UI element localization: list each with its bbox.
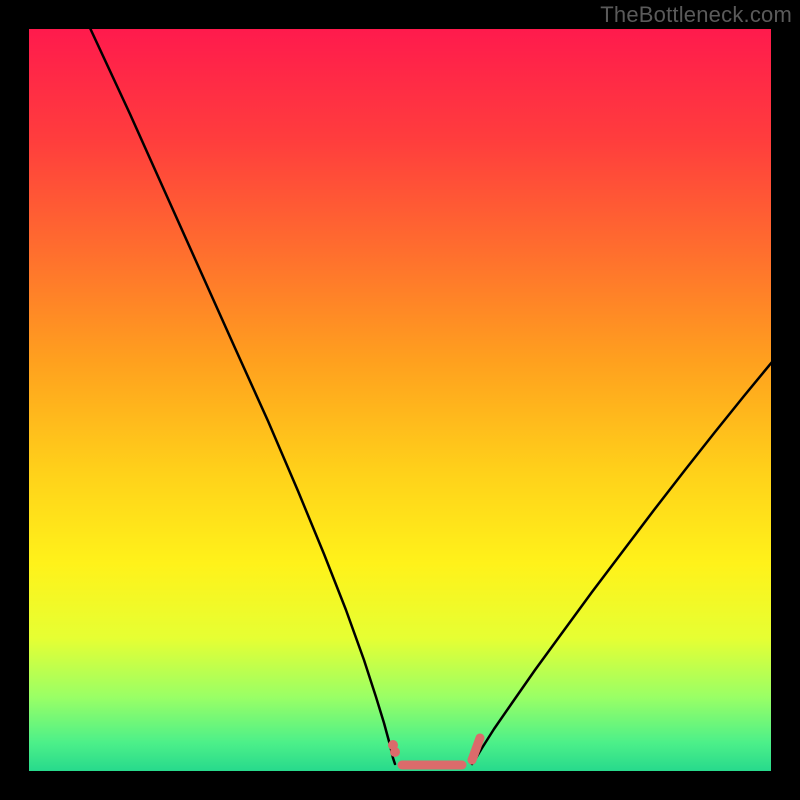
watermark-text: TheBottleneck.com: [600, 2, 792, 28]
bottleneck-curve-chart: [0, 0, 800, 800]
chart-container: TheBottleneck.com: [0, 0, 800, 800]
